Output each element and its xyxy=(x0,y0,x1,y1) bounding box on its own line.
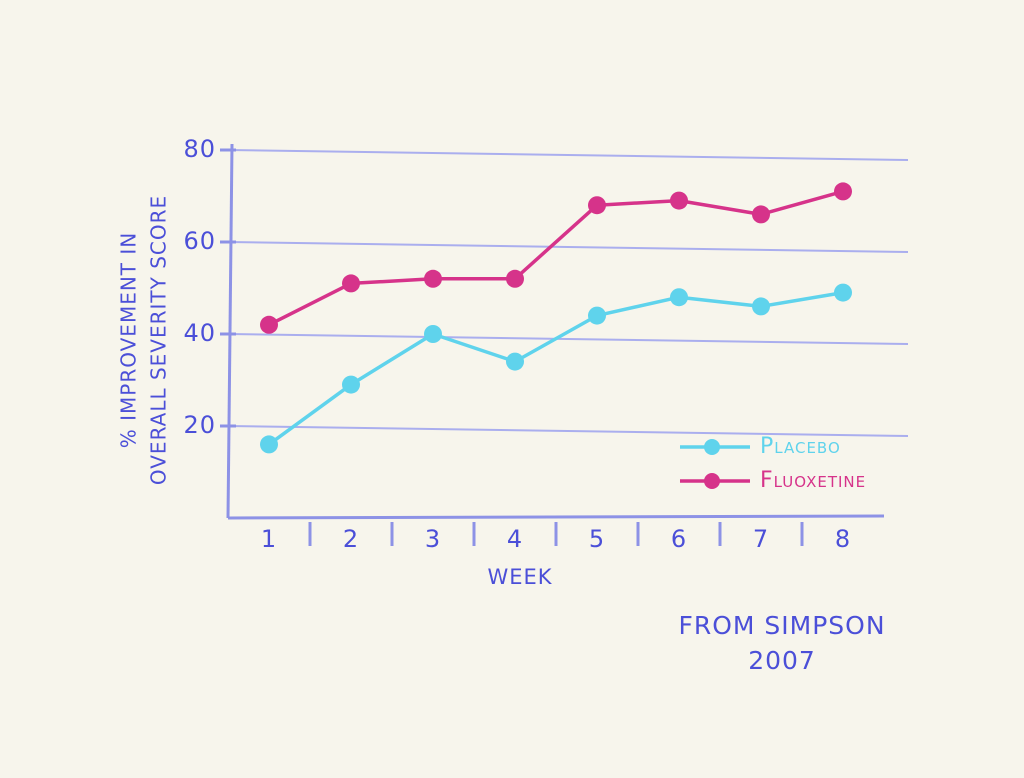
x-tick-label: 2 xyxy=(343,525,359,553)
x-tick-label: 6 xyxy=(671,525,687,553)
data-point xyxy=(670,191,688,210)
annotation: FROM SIMPSON xyxy=(678,611,885,640)
data-point xyxy=(424,269,442,288)
data-point xyxy=(424,325,442,343)
data-point xyxy=(260,435,278,454)
y-tick-label: 80 xyxy=(183,135,216,163)
legend-label: Fluoxetine xyxy=(760,468,866,493)
x-tick-label: 5 xyxy=(589,525,605,553)
data-point xyxy=(342,274,360,293)
x-axis xyxy=(227,514,885,520)
grid-line xyxy=(227,425,909,437)
legend-marker xyxy=(704,473,720,489)
legend-label: Placebo xyxy=(760,434,841,459)
data-point xyxy=(588,196,606,215)
y-axis-label: % IMPROVEMENT IN OVERALL SEVERITY SCORE xyxy=(117,195,171,485)
x-tick-label: 4 xyxy=(507,525,523,553)
x-tick-label: 3 xyxy=(425,525,441,553)
data-point xyxy=(260,315,278,334)
data-point xyxy=(506,352,524,371)
legend-marker xyxy=(704,439,720,455)
y-tick-label: 40 xyxy=(183,319,216,347)
grid-line xyxy=(227,149,909,161)
annotation: 2007 xyxy=(748,646,816,675)
x-tick-label: 7 xyxy=(753,525,769,553)
data-point xyxy=(834,283,852,302)
data-point xyxy=(670,288,688,307)
y-axis-label-line: % IMPROVEMENT IN xyxy=(117,232,141,448)
series-line xyxy=(267,290,844,446)
data-point xyxy=(752,297,770,316)
grid-line xyxy=(227,241,909,253)
y-tick-label: 60 xyxy=(183,227,216,255)
x-tick-label: 1 xyxy=(261,525,277,553)
series-line xyxy=(268,189,844,327)
grid-line xyxy=(227,333,909,345)
data-point xyxy=(342,375,360,394)
data-point xyxy=(752,205,770,224)
x-axis-label: WEEK xyxy=(487,565,552,589)
y-tick-label: 20 xyxy=(183,411,216,439)
y-axis xyxy=(226,143,234,519)
y-axis-label-line: OVERALL SEVERITY SCORE xyxy=(147,195,171,485)
data-point xyxy=(506,269,524,288)
data-point xyxy=(834,182,852,201)
x-tick-label: 8 xyxy=(835,525,851,553)
data-point xyxy=(588,306,606,325)
